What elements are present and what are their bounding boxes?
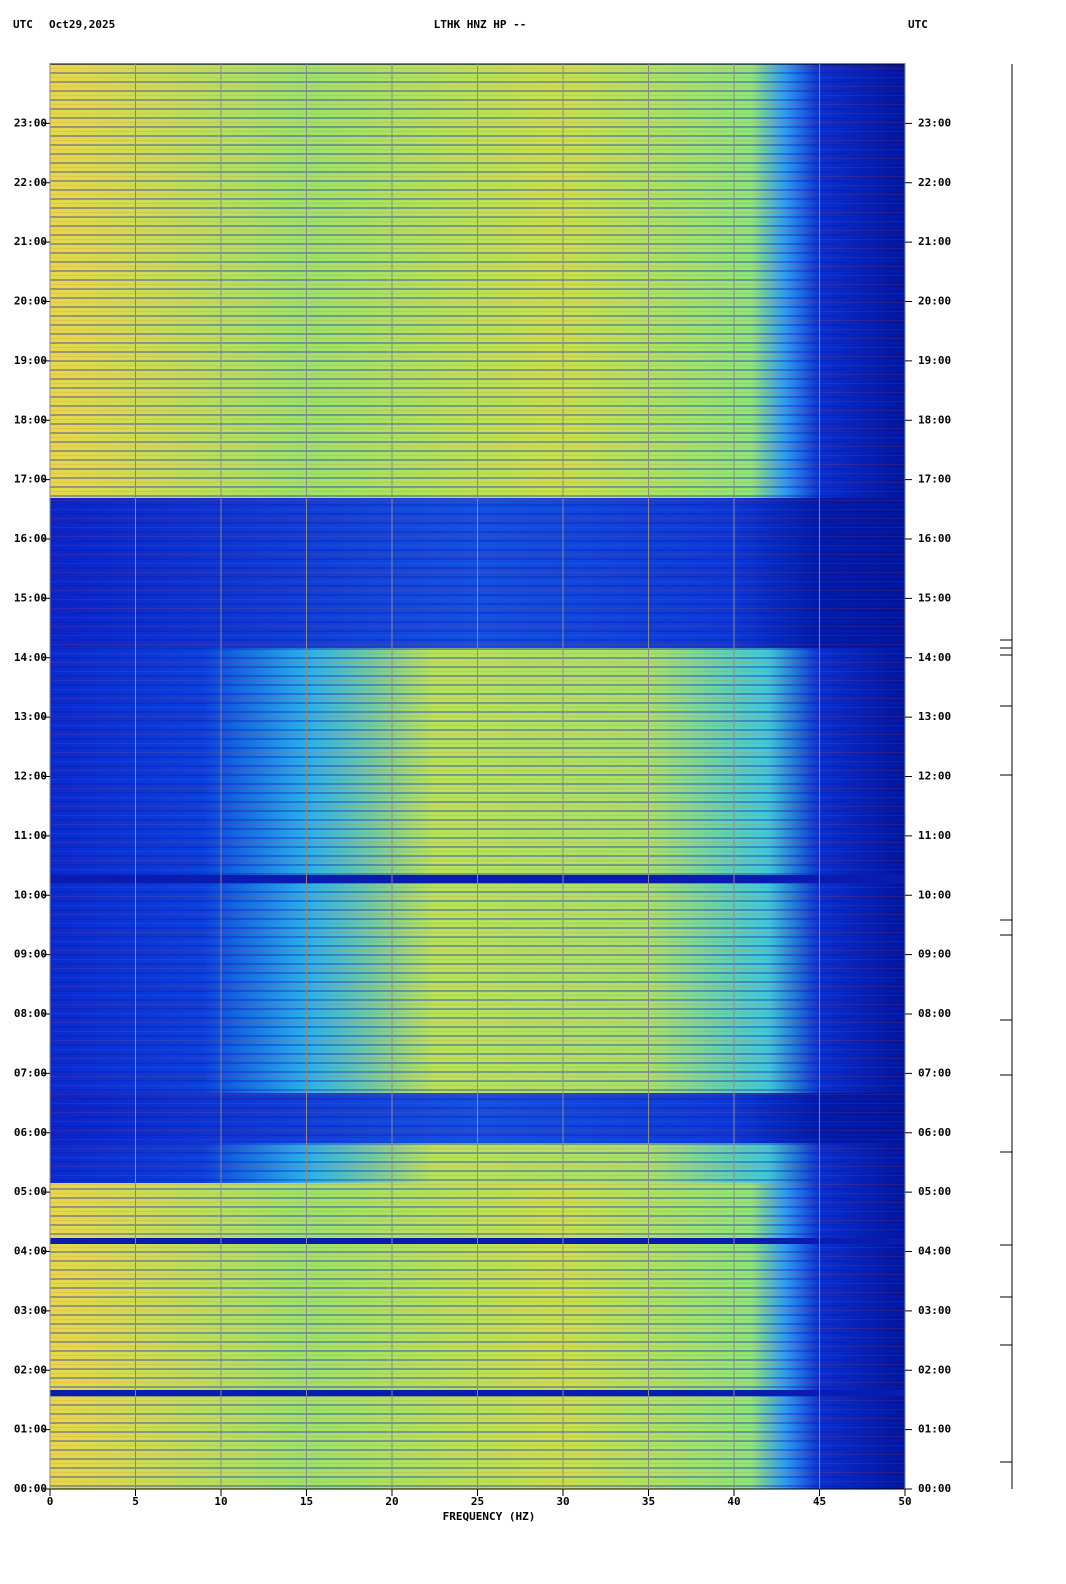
y-tick-label: 23:00 — [14, 116, 47, 129]
x-tick-label: 40 — [727, 1495, 740, 1508]
y-tick-label: 01:00 — [14, 1423, 47, 1436]
y-tick-label: 16:00 — [918, 532, 951, 545]
y-tick-label: 21:00 — [918, 235, 951, 248]
x-axis-label: FREQUENCY (HZ) — [443, 1510, 536, 1523]
y-tick-label: 02:00 — [918, 1363, 951, 1376]
y-tick-label: 10:00 — [918, 888, 951, 901]
y-tick-label: 02:00 — [14, 1363, 47, 1376]
y-tick-label: 13:00 — [918, 710, 951, 723]
header-date: Oct29,2025 — [49, 18, 115, 31]
y-tick-label: 14:00 — [14, 651, 47, 664]
y-tick-label: 22:00 — [918, 176, 951, 189]
x-tick-label: 25 — [471, 1495, 484, 1508]
y-tick-label: 13:00 — [14, 710, 47, 723]
y-tick-label: 01:00 — [918, 1423, 951, 1436]
x-tick-label: 35 — [642, 1495, 655, 1508]
y-tick-label: 09:00 — [918, 948, 951, 961]
y-tick-label: 18:00 — [14, 413, 47, 426]
header-left: UTC — [13, 18, 33, 31]
x-tick-label: 0 — [47, 1495, 54, 1508]
y-tick-label: 06:00 — [14, 1126, 47, 1139]
y-tick-label: 14:00 — [918, 651, 951, 664]
y-tick-label: 07:00 — [918, 1066, 951, 1079]
x-tick-label: 10 — [214, 1495, 227, 1508]
y-tick-label: 00:00 — [14, 1482, 47, 1495]
y-tick-label: 22:00 — [14, 176, 47, 189]
y-tick-label: 08:00 — [14, 1007, 47, 1020]
chart-title: LTHK HNZ HP -- — [434, 18, 527, 31]
y-tick-label: 05:00 — [14, 1185, 47, 1198]
x-tick-label: 15 — [300, 1495, 313, 1508]
x-tick-label: 50 — [898, 1495, 911, 1508]
y-tick-label: 11:00 — [918, 829, 951, 842]
y-tick-label: 12:00 — [14, 770, 47, 783]
y-tick-label: 17:00 — [918, 473, 951, 486]
y-tick-label: 04:00 — [14, 1245, 47, 1258]
x-tick-label: 20 — [385, 1495, 398, 1508]
y-tick-label: 10:00 — [14, 888, 47, 901]
y-tick-label: 19:00 — [14, 354, 47, 367]
y-tick-label: 08:00 — [918, 1007, 951, 1020]
y-tick-label: 12:00 — [918, 770, 951, 783]
y-tick-label: 03:00 — [918, 1304, 951, 1317]
y-tick-label: 17:00 — [14, 473, 47, 486]
header-right: UTC — [908, 18, 928, 31]
y-tick-label: 11:00 — [14, 829, 47, 842]
y-tick-label: 03:00 — [14, 1304, 47, 1317]
x-tick-label: 45 — [813, 1495, 826, 1508]
y-tick-label: 04:00 — [918, 1245, 951, 1258]
y-tick-label: 23:00 — [918, 116, 951, 129]
y-tick-label: 18:00 — [918, 413, 951, 426]
x-tick-label: 30 — [556, 1495, 569, 1508]
y-tick-label: 16:00 — [14, 532, 47, 545]
y-tick-label: 00:00 — [918, 1482, 951, 1495]
y-tick-label: 20:00 — [918, 295, 951, 308]
y-tick-label: 21:00 — [14, 235, 47, 248]
y-tick-label: 07:00 — [14, 1066, 47, 1079]
y-tick-label: 06:00 — [918, 1126, 951, 1139]
y-tick-label: 15:00 — [918, 591, 951, 604]
y-tick-label: 15:00 — [14, 591, 47, 604]
y-tick-label: 19:00 — [918, 354, 951, 367]
y-tick-label: 20:00 — [14, 295, 47, 308]
y-tick-label: 05:00 — [918, 1185, 951, 1198]
trace — [1000, 64, 1013, 1489]
x-tick-label: 5 — [132, 1495, 139, 1508]
y-tick-label: 09:00 — [14, 948, 47, 961]
